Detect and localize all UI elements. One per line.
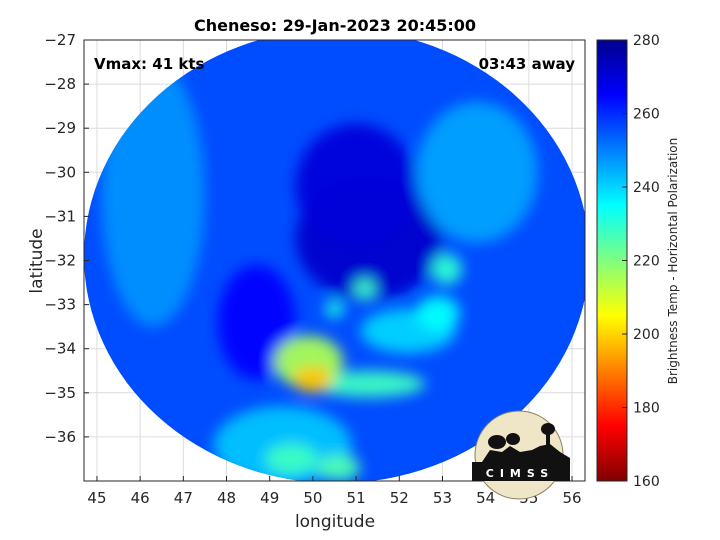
x-tick-label: 50: [303, 489, 322, 507]
swath-feature: [416, 101, 538, 243]
swath-feature: [324, 300, 345, 318]
y-tick-label: −33: [44, 296, 76, 314]
colorbar-ticks: 160 180 200 220 240 260 280: [622, 33, 660, 490]
svg-text:CIMSS: CIMSS: [486, 467, 554, 480]
y-tick-label: −29: [44, 119, 76, 137]
x-tick-label: 54: [476, 489, 495, 507]
y-tick-label: −34: [44, 340, 76, 358]
vmax-annotation: Vmax: 41 kts: [94, 55, 204, 73]
x-tick-label: 52: [390, 489, 409, 507]
swath-feature: [295, 123, 417, 248]
x-axis-label: longitude: [295, 512, 375, 532]
y-tick-label: −35: [44, 384, 76, 402]
colorbar-tick-label: 280: [633, 33, 660, 49]
brightness-swath: [84, 40, 585, 481]
chart-title: Cheneso: 29-Jan-2023 20:45:00: [194, 16, 476, 35]
swath-feature: [312, 370, 426, 398]
y-tick-label: −30: [44, 163, 76, 181]
x-tick-label: 53: [433, 489, 452, 507]
time-away-annotation: 03:43 away: [479, 55, 576, 73]
swath-feature: [293, 366, 333, 393]
y-tick-label: −36: [44, 428, 76, 446]
y-tick-label: −28: [44, 75, 76, 93]
swath-feature: [265, 443, 318, 475]
swath-feature: [317, 454, 361, 481]
x-tick-label: 49: [260, 489, 279, 507]
colorbar-tick-label: 220: [633, 254, 660, 270]
x-tick-label: 48: [217, 489, 236, 507]
colorbar-label: Brightness Temp - Horizontal Polarizatio…: [666, 138, 680, 385]
y-tick-label: −31: [44, 207, 76, 225]
colorbar-tick-label: 200: [633, 327, 660, 343]
y-tick-label: −27: [44, 31, 76, 49]
x-tick-label: 45: [87, 489, 106, 507]
y-axis: −27 −28 −29 −30 −31 −32 −33 −34 −35 −36: [44, 31, 89, 446]
colorbar-tick-label: 160: [633, 474, 660, 490]
swath-feature: [431, 253, 462, 285]
y-axis-label: latitude: [27, 228, 47, 293]
x-axis: 454647484950515253545556: [87, 476, 582, 507]
colorbar-tick-label: 260: [633, 107, 660, 123]
y-tick-label: −32: [44, 252, 76, 270]
cimss-logo: CIMSS: [472, 410, 570, 500]
x-tick-label: 56: [562, 489, 581, 507]
swath-feature: [416, 295, 460, 332]
x-tick-label: 46: [131, 489, 150, 507]
colorbar-tick-label: 240: [633, 180, 660, 196]
colorbar-tick-label: 180: [633, 401, 660, 417]
swath-feature: [353, 278, 376, 301]
x-tick-label: 47: [174, 489, 193, 507]
swath-feature: [217, 264, 296, 380]
x-tick-label: 51: [347, 489, 366, 507]
